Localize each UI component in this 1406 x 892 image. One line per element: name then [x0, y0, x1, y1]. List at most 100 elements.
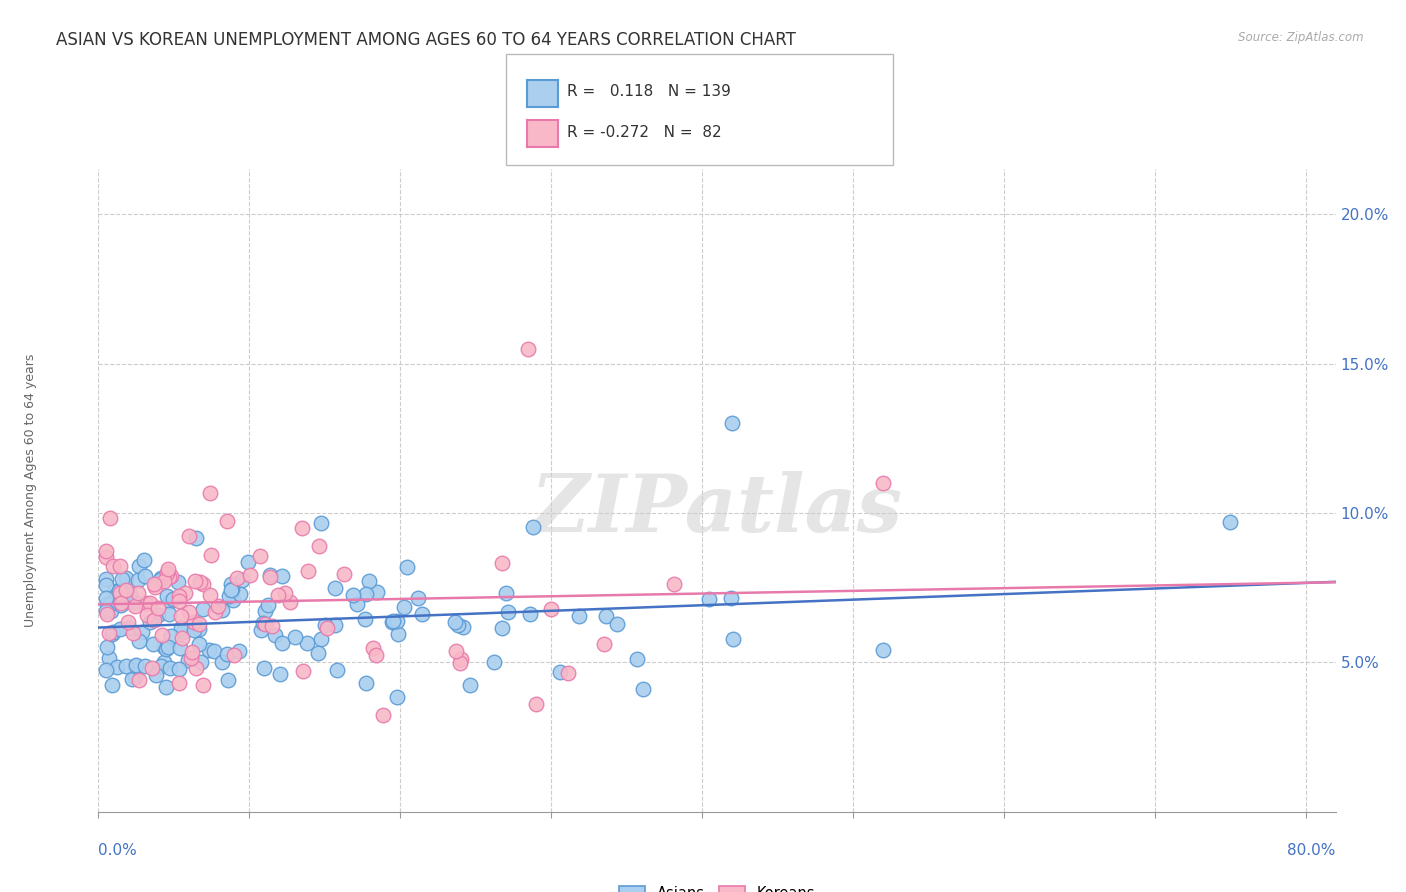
Point	[172, 624, 194, 639]
Point	[217, 673, 239, 687]
Point	[267, 589, 290, 603]
Point	[458, 678, 481, 692]
Point	[356, 587, 378, 601]
Point	[149, 573, 172, 587]
Point	[239, 568, 262, 582]
Point	[110, 587, 132, 601]
Point	[153, 640, 176, 654]
Point	[193, 577, 215, 591]
Point	[169, 641, 191, 656]
Text: Unemployment Among Ages 60 to 64 years: Unemployment Among Ages 60 to 64 years	[24, 354, 38, 627]
Text: 80.0%: 80.0%	[1288, 843, 1336, 858]
Point	[721, 417, 744, 431]
Point	[498, 605, 520, 619]
Point	[128, 634, 150, 648]
Point	[100, 605, 122, 619]
Point	[197, 643, 219, 657]
Point	[207, 599, 229, 613]
Point	[664, 577, 686, 591]
Point	[211, 603, 233, 617]
Point	[307, 647, 329, 661]
Point	[720, 591, 742, 606]
Point	[159, 569, 181, 583]
Point	[254, 616, 277, 631]
Point	[94, 573, 117, 587]
Point	[697, 591, 720, 606]
Point	[121, 673, 143, 687]
Point	[291, 665, 314, 679]
Point	[557, 665, 579, 680]
Point	[134, 569, 156, 583]
Point	[101, 624, 124, 639]
Point	[191, 678, 214, 692]
Point	[169, 676, 191, 690]
Point	[94, 578, 117, 592]
Point	[382, 615, 405, 629]
Point	[482, 655, 505, 669]
Point	[540, 602, 562, 616]
Text: Source: ZipAtlas.com: Source: ZipAtlas.com	[1239, 31, 1364, 45]
Point	[181, 645, 204, 659]
Point	[202, 643, 225, 657]
Point	[221, 582, 243, 597]
Point	[134, 659, 156, 673]
Point	[366, 648, 388, 662]
Point	[179, 529, 201, 543]
Point	[249, 549, 271, 564]
Point	[200, 548, 222, 562]
Point	[153, 655, 176, 669]
Point	[225, 571, 247, 585]
Point	[381, 615, 404, 630]
Point	[411, 607, 433, 622]
Point	[124, 669, 146, 683]
Point	[127, 574, 149, 588]
Point	[333, 567, 356, 582]
Point	[256, 598, 278, 612]
Point	[204, 605, 226, 619]
Point	[211, 655, 233, 669]
Point	[120, 586, 142, 600]
Point	[291, 521, 314, 535]
Point	[215, 514, 238, 528]
Point	[141, 660, 163, 674]
Point	[271, 636, 294, 650]
Point	[94, 549, 117, 564]
Point	[387, 614, 409, 628]
Point	[146, 608, 169, 623]
Point	[447, 618, 470, 632]
Point	[155, 681, 177, 695]
Point	[342, 588, 364, 602]
Point	[101, 678, 124, 692]
Point	[219, 582, 242, 597]
Point	[315, 621, 337, 635]
Point	[186, 661, 208, 675]
Point	[222, 648, 245, 663]
Point	[326, 664, 349, 678]
Point	[94, 604, 117, 618]
Point	[157, 570, 180, 584]
Point	[153, 574, 176, 589]
Point	[143, 613, 166, 627]
Point	[108, 622, 131, 636]
Point	[156, 566, 179, 580]
Point	[253, 661, 276, 675]
Point	[143, 580, 166, 594]
Point	[252, 616, 274, 631]
Point	[170, 621, 193, 635]
Point	[274, 585, 297, 599]
Point	[101, 626, 124, 640]
Point	[278, 595, 301, 609]
Point	[94, 591, 117, 606]
Point	[180, 650, 202, 665]
Point	[131, 625, 153, 640]
Point	[135, 595, 157, 609]
Point	[449, 656, 471, 670]
Point	[593, 636, 616, 650]
Point	[406, 591, 429, 605]
Point	[394, 599, 416, 614]
Point	[96, 597, 118, 611]
Point	[149, 571, 172, 585]
Point	[259, 570, 281, 584]
Point	[323, 618, 346, 632]
Point	[354, 676, 377, 690]
